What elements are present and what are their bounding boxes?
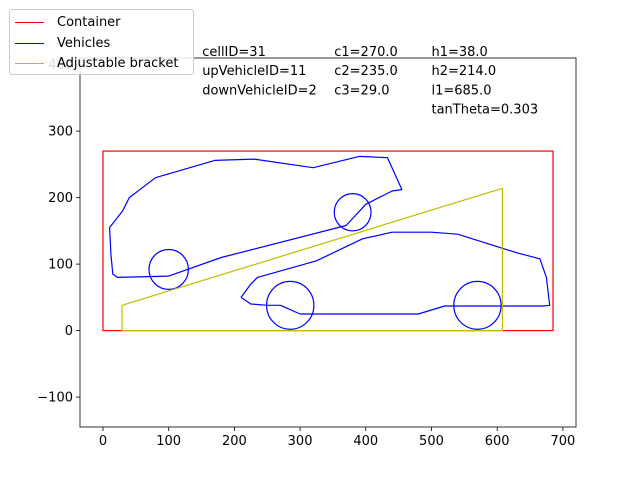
vehicle-wheel-2 [333,193,372,232]
vehicle-wheel-4 [453,280,502,330]
vehicle-body-2 [240,231,551,315]
legend-swatch-vehicles [15,42,44,44]
legend: Container Vehicles Adjustable bracket [9,9,194,75]
annotation-text: downVehicleID=2 [202,83,317,98]
annotation-text: c3=29.0 [334,83,389,98]
x-tick-label: 600 [485,434,510,449]
annotation-text: h2=214.0 [431,64,496,79]
x-tick-label: 0 [99,434,107,449]
legend-label-adjustable-bracket: Adjustable bracket [57,55,179,71]
legend-label-container: Container [57,14,121,30]
annotation-text: upVehicleID=11 [202,64,306,79]
y-tick-label: −100 [37,391,73,406]
x-tick-label: 100 [156,434,181,449]
legend-swatch-container [15,21,44,23]
annotation-text: l1=685.0 [431,83,491,98]
y-tick-label: 200 [48,191,73,206]
x-tick-label: 400 [353,434,378,449]
axes-frame [79,57,577,428]
annotation-text: cellID=31 [202,45,266,60]
x-tick-label: 700 [550,434,575,449]
annotation-text: c1=270.0 [334,45,398,60]
annotation-text: h1=38.0 [431,45,487,60]
y-tick-label: 0 [65,324,73,339]
x-tick-label: 200 [222,434,247,449]
adjustable-bracket [121,187,503,332]
plot-area [102,150,554,332]
x-tick-label: 500 [419,434,444,449]
vehicle-wheel-1 [148,248,189,290]
legend-swatch-adjustable-bracket [15,62,44,64]
vehicle-wheel-3 [265,280,315,330]
legend-item-adjustable-bracket: Adjustable bracket [15,54,178,72]
legend-label-vehicles: Vehicles [57,35,111,51]
y-tick-label: 100 [48,258,73,273]
container-rect [102,150,554,332]
annotation-text: c2=235.0 [334,64,398,79]
y-tick-label: 300 [48,125,73,140]
x-tick-label: 300 [288,434,313,449]
annotations: cellID=31 upVehicleID=11 downVehicleID=2 c1… [202,45,538,118]
legend-item-vehicles: Vehicles [15,34,110,52]
annotation-text: tanTheta=0.303 [431,103,538,118]
legend-item-container: Container [15,13,121,31]
vehicle-body-1 [109,155,403,278]
